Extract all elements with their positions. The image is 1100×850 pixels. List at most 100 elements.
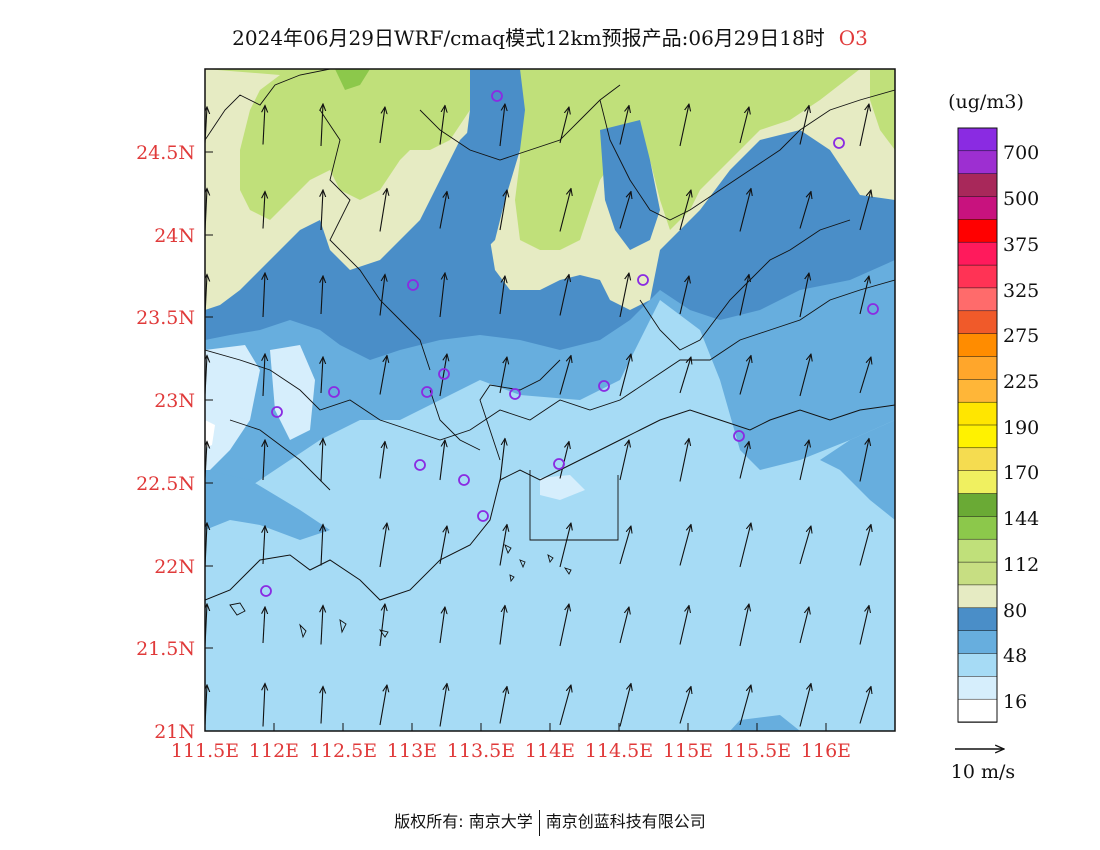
station-marker bbox=[328, 386, 340, 398]
legend-swatch bbox=[957, 584, 998, 609]
wind-arrow bbox=[739, 442, 749, 479]
wind-arrow bbox=[499, 525, 507, 566]
station-marker bbox=[407, 279, 419, 291]
legend-level: 275 bbox=[1003, 325, 1039, 347]
legend-swatch bbox=[957, 630, 998, 655]
wind-arrow bbox=[321, 276, 323, 315]
lon-tick: 115.5E bbox=[723, 723, 791, 762]
lon-tick-label: 112E bbox=[249, 740, 299, 762]
wind-arrow bbox=[379, 356, 387, 395]
wind-arrow bbox=[619, 273, 629, 318]
lon-tick-label: 114E bbox=[525, 740, 575, 762]
lat-tick-label: 24.5N bbox=[136, 142, 195, 164]
wind-arrow bbox=[679, 687, 691, 724]
wind-vectors bbox=[205, 104, 871, 727]
wind-arrow bbox=[859, 687, 871, 724]
wind-arrow bbox=[739, 604, 749, 647]
wind-arrow bbox=[679, 276, 689, 315]
wind-arrow bbox=[439, 106, 445, 145]
wind-arrow bbox=[559, 275, 569, 316]
wind-arrow bbox=[799, 354, 811, 397]
wind-arrow bbox=[321, 606, 323, 645]
legend-level: 48 bbox=[1003, 645, 1027, 667]
lon-tick: 113E bbox=[387, 723, 437, 762]
company-text: 南京创蓝科技有限公司 bbox=[545, 812, 706, 831]
lat-tick-label: 23N bbox=[154, 390, 195, 412]
copyright-text: 版权所有: 南京大学 bbox=[394, 812, 533, 831]
wind-arrow bbox=[559, 107, 569, 144]
lon-tick: 113.5E bbox=[447, 723, 515, 762]
wind-arrow bbox=[263, 440, 265, 481]
lat-tick-label: 21N bbox=[154, 721, 195, 743]
lon-tick: 116E bbox=[801, 723, 851, 762]
wind-arrow bbox=[559, 523, 571, 568]
wind-arrow bbox=[379, 275, 385, 316]
footer-divider bbox=[538, 809, 540, 836]
lat-tick-label: 21.5N bbox=[136, 638, 195, 660]
wind-arrow bbox=[619, 526, 631, 565]
legend-level: 170 bbox=[1003, 462, 1039, 484]
wind-arrow bbox=[859, 606, 869, 645]
station-marker bbox=[438, 368, 450, 380]
legend-level: 190 bbox=[1003, 417, 1039, 439]
lon-tick: 115E bbox=[663, 723, 713, 762]
legend-unit: (ug/m3) bbox=[948, 91, 1024, 113]
lat-tick: 21N bbox=[154, 721, 213, 743]
map-title: 2024年06月29日WRF/cmaq模式12km预报产品:06月29日18时 O… bbox=[0, 22, 1100, 51]
station-marker bbox=[598, 380, 610, 392]
legend-swatch bbox=[957, 698, 998, 723]
wind-arrow bbox=[679, 525, 691, 566]
wind-arrow bbox=[439, 607, 445, 644]
monitoring-stations bbox=[260, 90, 879, 597]
legend-level: 16 bbox=[1003, 691, 1027, 713]
field-north-blue-tongue-2 bbox=[600, 120, 660, 250]
lat-tick: 24N bbox=[154, 225, 213, 247]
legend-swatch bbox=[957, 561, 998, 586]
wind-arrow bbox=[559, 442, 569, 479]
wind-arrow bbox=[439, 354, 447, 397]
station-marker bbox=[414, 459, 426, 471]
wind-arrow bbox=[321, 104, 323, 147]
wind-arrow bbox=[859, 525, 871, 566]
wind-arrow bbox=[799, 106, 809, 145]
legend-level: 700 bbox=[1003, 142, 1039, 164]
wind-arrow bbox=[619, 684, 631, 727]
wind-arrow bbox=[263, 354, 265, 397]
wind-arrow bbox=[619, 354, 631, 397]
wind-arrow bbox=[799, 440, 809, 481]
lat-tick-label: 22N bbox=[154, 556, 195, 578]
lon-tick: 114.5E bbox=[585, 723, 653, 762]
wind-arrow bbox=[679, 104, 689, 147]
field-coastal-pale-spot bbox=[540, 475, 585, 500]
wind-arrow bbox=[379, 685, 387, 726]
station-marker bbox=[833, 137, 845, 149]
station-marker bbox=[867, 303, 879, 315]
legend-level: 375 bbox=[1003, 234, 1039, 256]
lon-tick: 114E bbox=[525, 723, 575, 762]
legend-frame bbox=[957, 127, 998, 723]
lon-tick-label: 111.5E bbox=[171, 740, 239, 762]
longitude-axis: 111.5E 112E 112.5E 113E 113.5E 114E 114.… bbox=[171, 723, 851, 762]
legend-swatch bbox=[957, 676, 998, 700]
station-marker bbox=[491, 90, 503, 102]
legend-swatch bbox=[957, 379, 998, 403]
wind-arrow bbox=[379, 189, 387, 232]
wind-arrow bbox=[859, 104, 869, 147]
wind-arrow bbox=[263, 684, 265, 727]
wind-arrow bbox=[559, 604, 569, 647]
legend-level: 80 bbox=[1003, 600, 1027, 622]
wind-arrow bbox=[321, 525, 323, 566]
wind-arrow bbox=[859, 439, 869, 482]
wind-arrow bbox=[799, 526, 811, 565]
wind-arrow bbox=[739, 356, 751, 395]
legend-swatch bbox=[957, 264, 998, 289]
species-label: O3 bbox=[838, 26, 868, 50]
lon-tick-label: 115.5E bbox=[723, 740, 791, 762]
lon-tick-label: 116E bbox=[801, 740, 851, 762]
legend-swatch bbox=[957, 401, 998, 426]
legend-swatch bbox=[957, 607, 998, 632]
field-southeast-blue bbox=[820, 420, 895, 520]
wind-arrow bbox=[439, 192, 447, 229]
legend-swatch bbox=[957, 424, 998, 449]
